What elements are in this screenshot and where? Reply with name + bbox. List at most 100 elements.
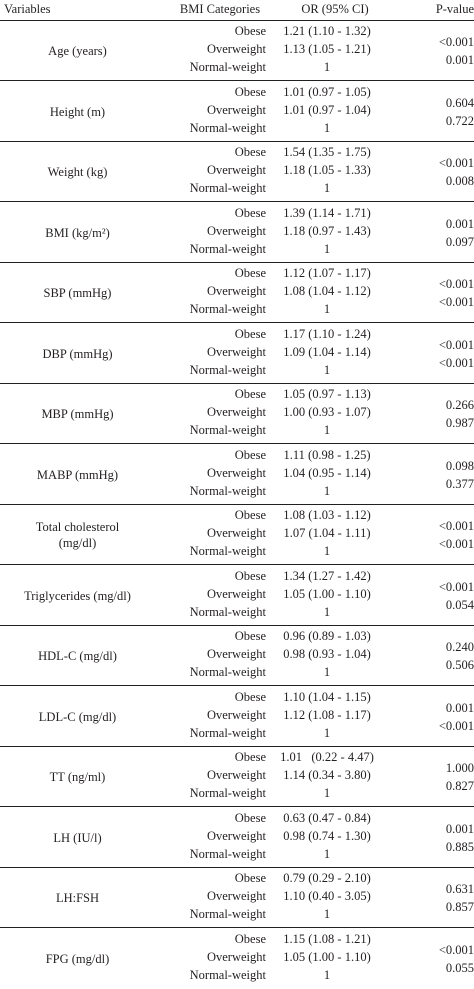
odds-ratio-cell: 1 [323,544,331,558]
table-row: BMI (kg/m²) Obese 1.39 (1.14 - 1.71) Overwe… [0,203,474,263]
odds-ratio-cell: 1.08 (1.03 - 1.12) [283,508,371,522]
odds-ratio-cell: 1 [323,483,331,498]
table-row: MBP (mmHg) Obese 1.05 (0.97 - 1.13) Overwei… [0,384,474,444]
bmi-category-cell: Obese [234,447,266,462]
p-value-cell: <0.001 [438,295,474,309]
header-odds-ratio: OR (95% CI) [301,2,369,16]
bmi-category-cell: Overweight [206,889,266,903]
odds-ratio-cell: 1.10 (0.40 - 3.05) [283,889,371,903]
odds-ratio-cell: 1.08 (1.04 - 1.12) [283,284,371,298]
variable-name: SBP (mmHg) [43,286,112,300]
odds-ratio-cell: 1.13 (1.05 - 1.21) [283,42,371,56]
p-value-cell: 0.987 [445,416,474,430]
odds-ratio-cell: 1.10 (1.04 - 1.15) [283,689,371,704]
odds-ratio-cell: 1.07 (1.04 - 1.11) [283,526,371,540]
odds-ratio-cell: 1.34 (1.27 - 1.42) [283,568,371,583]
variable-name: Total cholesterol (mg/dl) [35,520,120,550]
p-value-cell: 0.857 [445,900,474,914]
p-value-cell: 0.098 [445,458,474,473]
bmi-category-cell: Overweight [206,344,266,359]
bmi-category-cell: Obese [234,84,266,99]
table-row: TT (ng/ml) Obese 1.01 (0.22 - 4.47) Overwei… [0,747,474,807]
variable-name: LH (IU/l) [53,830,102,845]
odds-ratio-cell: 1.54 (1.35 - 1.75) [283,145,371,159]
odds-ratio-cell: 1 [323,302,331,316]
bmi-category-cell: Obese [234,326,266,341]
bmi-category-cell: Overweight [206,768,266,782]
odds-ratio-cell: 1.01 (0.22 - 4.47) [280,750,374,764]
p-value-cell: 0.001 [445,216,474,231]
variable-name: Age (years) [48,44,107,58]
odds-ratio-cell: 1.01 (0.97 - 1.04) [283,102,371,117]
bmi-category-cell: Obese [234,810,266,825]
bmi-category-cell: Obese [234,750,266,764]
bmi-category-cell: Overweight [206,102,266,117]
bmi-category-cell: Normal-weight [189,423,266,437]
odds-ratio-cell: 1.05 (1.00 - 1.10) [283,949,371,964]
header-p-value: P-value [435,2,474,16]
bmi-category-cell: Normal-weight [189,967,266,982]
p-value-cell: 0.631 [445,882,474,896]
variable-name: MABP (mmHg) [36,467,119,482]
variable-name: HDL-C (mg/dl) [38,649,117,663]
odds-ratio-cell: 1.05 (0.97 - 1.13) [283,387,371,401]
table-row: Age (years) Obese 1.21 (1.10 - 1.32) Overwe… [0,21,474,81]
variable-name: Height (m) [49,104,106,119]
odds-ratio-cell: 1 [323,725,331,740]
bmi-category-cell: Normal-weight [189,725,266,740]
table-row: Triglycerides (mg/dl) Obese 1.34 (1.27 - 1… [0,566,474,626]
odds-ratio-cell: 1.09 (1.04 - 1.14) [283,344,371,359]
table-row: SBP (mmHg) Obese 1.12 (1.07 - 1.17) Overwei… [0,263,474,323]
odds-ratio-cell: 1 [323,423,331,437]
odds-ratio-cell: 1 [323,846,331,861]
table-row: MABP (mmHg) Obese 1.11 (0.98 - 1.25) Overwe… [0,445,474,505]
odds-ratio-cell: 1.18 (1.05 - 1.33) [283,163,371,177]
p-value-cell: <0.001 [438,942,474,957]
odds-ratio-cell: 1.15 (1.08 - 1.21) [283,931,371,946]
odds-ratio-cell: 1.14 (0.34 - 3.80) [283,768,371,782]
odds-ratio-cell: 0.98 (0.93 - 1.04) [283,647,371,661]
p-value-cell: <0.001 [438,537,474,551]
bmi-category-cell: Normal-weight [189,665,266,679]
bmi-category-cell: Obese [234,568,266,583]
odds-ratio-cell: 1.05 (1.00 - 1.10) [283,586,371,601]
variable-name: MBP (mmHg) [41,407,114,421]
odds-ratio-cell: 1.17 (1.10 - 1.24) [283,326,371,341]
bmi-category-cell: Obese [234,931,266,946]
bmi-category-cell: Overweight [206,284,266,298]
bmi-category-cell: Overweight [206,949,266,964]
bmi-category-cell: Obese [234,266,266,280]
table-row: Height (m) Obese 1.01 (0.97 - 1.05) Overwei… [0,82,474,142]
p-value-cell: 1.000 [445,761,474,775]
bmi-category-cell: Normal-weight [189,302,266,316]
p-value-cell: 0.008 [445,174,474,188]
bmi-category-cell: Obese [234,508,266,522]
odds-ratio-cell: 1.12 (1.08 - 1.17) [283,707,371,722]
variable-name: TT (ng/ml) [49,770,106,784]
table-row: DBP (mmHg) Obese 1.17 (1.10 - 1.24) Overwei… [0,324,474,384]
odds-ratio-cell: 1.00 (0.93 - 1.07) [283,405,371,419]
p-value-cell: 0.604 [445,95,474,110]
odds-ratio-cell: 1 [323,241,331,256]
odds-ratio-cell: 1.04 (0.95 - 1.14) [283,465,371,480]
p-value-cell: 0.001 [445,700,474,715]
table-row: Weight (kg) Obese 1.54 (1.35 - 1.75) Overwe… [0,142,474,202]
p-value-cell: <0.001 [438,718,474,733]
table-row: Total cholesterol (mg/dl) Obese 1.08 (1.03… [0,505,474,565]
bmi-category-cell: Normal-weight [189,60,266,74]
p-value-cell: <0.001 [438,277,474,291]
odds-ratio-cell: 0.98 (0.74 - 1.30) [283,828,371,843]
bmi-category-cell: Obese [234,689,266,704]
table-row: LH (IU/l) Obese 0.63 (0.47 - 0.84) Overweig… [0,808,474,868]
table-row: HDL-C (mg/dl) Obese 0.96 (0.89 - 1.03) Over… [0,626,474,686]
bmi-category-cell: Obese [234,387,266,401]
variable-name: Triglycerides (mg/dl) [24,588,131,603]
variable-name: LDL-C (mg/dl) [38,709,117,724]
bmi-category-cell: Normal-weight [189,483,266,498]
bmi-category-cell: Overweight [206,647,266,661]
bmi-category-cell: Obese [234,205,266,220]
p-value-cell: 0.506 [445,658,474,672]
odds-ratio-cell: 1 [323,665,331,679]
p-value-cell: 0.001 [445,821,474,836]
